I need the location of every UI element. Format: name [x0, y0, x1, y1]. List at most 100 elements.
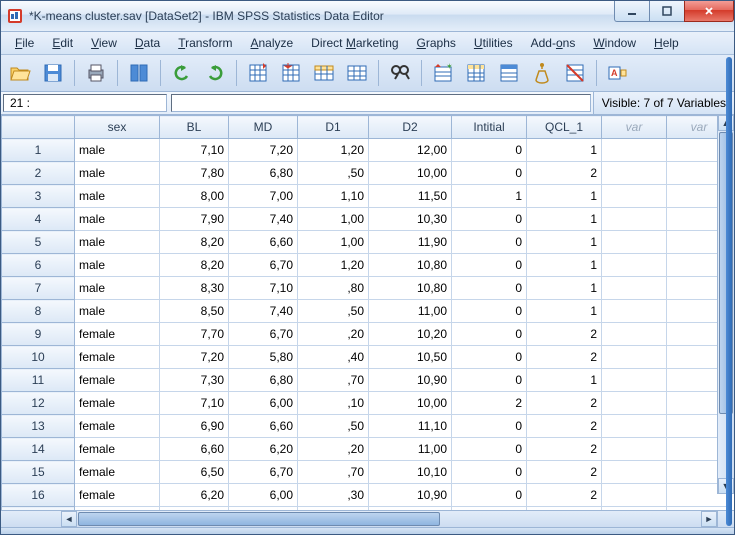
cell-Intitial[interactable]: 0 [452, 277, 527, 300]
horizontal-scroll-track[interactable] [441, 511, 701, 527]
cell-empty[interactable] [602, 438, 667, 461]
grid-corner[interactable] [2, 116, 75, 139]
menu-view[interactable]: View [83, 34, 125, 52]
cell-Intitial[interactable]: 1 [452, 185, 527, 208]
cell-D2[interactable]: 12,00 [369, 139, 452, 162]
cell-MD[interactable] [229, 507, 298, 511]
menu-add-ons[interactable]: Add-ons [523, 34, 584, 52]
menu-direct-marketing[interactable]: Direct Marketing [303, 34, 406, 52]
cell-QCL_1[interactable]: 1 [527, 254, 602, 277]
cell-sex[interactable]: female [75, 346, 160, 369]
print-button[interactable] [81, 58, 111, 88]
cell-BL[interactable]: 8,50 [160, 300, 229, 323]
cell-D2[interactable]: 10,00 [369, 392, 452, 415]
cell-MD[interactable]: 7,20 [229, 139, 298, 162]
menu-data[interactable]: Data [127, 34, 168, 52]
cell-Intitial[interactable]: 0 [452, 415, 527, 438]
cell-D2[interactable]: 10,30 [369, 208, 452, 231]
row-header[interactable]: 10 [2, 346, 75, 369]
row-header[interactable]: 3 [2, 185, 75, 208]
cell-D1[interactable]: 1,20 [298, 254, 369, 277]
row-header[interactable]: 14 [2, 438, 75, 461]
cell-D1[interactable]: ,50 [298, 300, 369, 323]
cell-D1[interactable]: ,20 [298, 438, 369, 461]
row-header[interactable]: 1 [2, 139, 75, 162]
cell-empty[interactable] [602, 185, 667, 208]
cell-MD[interactable]: 6,60 [229, 415, 298, 438]
open-button[interactable] [5, 58, 35, 88]
cell-D2[interactable]: 11,10 [369, 415, 452, 438]
menu-window[interactable]: Window [585, 34, 644, 52]
cell-empty[interactable] [667, 507, 732, 511]
cell-MD[interactable]: 5,80 [229, 346, 298, 369]
cell-empty[interactable] [602, 300, 667, 323]
cell-BL[interactable]: 6,50 [160, 461, 229, 484]
scroll-right-arrow[interactable]: ► [701, 511, 717, 527]
cell-empty[interactable] [602, 507, 667, 511]
cell-empty[interactable] [602, 231, 667, 254]
cell-D2[interactable]: 10,90 [369, 369, 452, 392]
cell-D1[interactable]: ,40 [298, 346, 369, 369]
menu-graphs[interactable]: Graphs [409, 34, 464, 52]
cell-empty[interactable] [602, 369, 667, 392]
cell-MD[interactable]: 6,80 [229, 369, 298, 392]
cell-empty[interactable] [602, 392, 667, 415]
cell-sex[interactable] [75, 507, 160, 511]
cell-sex[interactable]: male [75, 185, 160, 208]
cell-BL[interactable] [160, 507, 229, 511]
cell-QCL_1[interactable]: 2 [527, 392, 602, 415]
cell-reference-box[interactable]: 21 : [3, 94, 167, 112]
column-header-empty[interactable]: var [602, 116, 667, 139]
cell-BL[interactable]: 7,30 [160, 369, 229, 392]
row-header[interactable]: 7 [2, 277, 75, 300]
close-button[interactable] [684, 1, 734, 22]
cell-empty[interactable] [602, 484, 667, 507]
cell-sex[interactable]: male [75, 300, 160, 323]
maximize-button[interactable] [649, 1, 685, 22]
cell-empty[interactable] [602, 162, 667, 185]
cell-D2[interactable]: 10,50 [369, 346, 452, 369]
cell-QCL_1[interactable]: 2 [527, 484, 602, 507]
cell-BL[interactable]: 7,10 [160, 139, 229, 162]
cell-D1[interactable]: 1,00 [298, 208, 369, 231]
cell-QCL_1[interactable]: 2 [527, 438, 602, 461]
cell-QCL_1[interactable]: 1 [527, 369, 602, 392]
cell-empty[interactable] [602, 139, 667, 162]
insert-variable-button[interactable] [461, 58, 491, 88]
undo-button[interactable] [167, 58, 197, 88]
cell-empty[interactable] [602, 323, 667, 346]
cell-MD[interactable]: 7,40 [229, 300, 298, 323]
cell-MD[interactable]: 7,40 [229, 208, 298, 231]
cell-empty[interactable] [602, 277, 667, 300]
cell-BL[interactable]: 8,00 [160, 185, 229, 208]
cell-Intitial[interactable]: 0 [452, 438, 527, 461]
cell-Intitial[interactable]: 0 [452, 300, 527, 323]
cell-QCL_1[interactable] [527, 507, 602, 511]
goto-case-button[interactable] [243, 58, 273, 88]
outer-window-scrollbar[interactable] [726, 57, 732, 526]
cell-empty[interactable] [602, 254, 667, 277]
cell-MD[interactable]: 6,20 [229, 438, 298, 461]
cell-empty[interactable] [602, 208, 667, 231]
cell-D1[interactable]: ,70 [298, 369, 369, 392]
cell-MD[interactable]: 6,70 [229, 254, 298, 277]
cell-D2[interactable]: 11,50 [369, 185, 452, 208]
cell-D2[interactable]: 10,20 [369, 323, 452, 346]
cell-QCL_1[interactable]: 2 [527, 346, 602, 369]
cell-D1[interactable]: 1,20 [298, 139, 369, 162]
cell-BL[interactable]: 8,30 [160, 277, 229, 300]
split-file-button[interactable] [494, 58, 524, 88]
cell-D1[interactable]: ,20 [298, 323, 369, 346]
cell-D1[interactable]: ,80 [298, 277, 369, 300]
row-header[interactable]: 13 [2, 415, 75, 438]
cell-sex[interactable]: female [75, 415, 160, 438]
cell-QCL_1[interactable]: 1 [527, 277, 602, 300]
cell-D1[interactable] [298, 507, 369, 511]
cell-D1[interactable]: ,50 [298, 415, 369, 438]
cell-D2[interactable]: 10,80 [369, 277, 452, 300]
column-header-MD[interactable]: MD [229, 116, 298, 139]
cell-sex[interactable]: female [75, 461, 160, 484]
cell-BL[interactable]: 7,70 [160, 323, 229, 346]
menu-analyze[interactable]: Analyze [242, 34, 301, 52]
cell-sex[interactable]: male [75, 231, 160, 254]
